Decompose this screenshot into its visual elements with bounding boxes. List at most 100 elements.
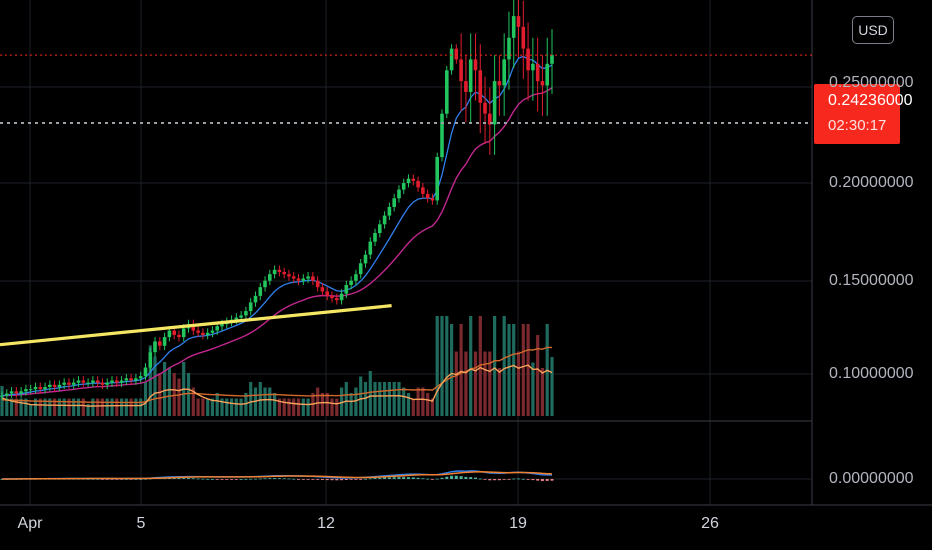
volume-bar bbox=[383, 382, 387, 416]
macd-histogram-bar bbox=[378, 477, 382, 479]
macd-histogram-bar bbox=[100, 479, 104, 480]
macd-histogram-bar bbox=[325, 479, 329, 481]
candle bbox=[239, 315, 243, 318]
macd-histogram-bar bbox=[478, 478, 482, 480]
volume-bar bbox=[478, 316, 482, 416]
candle bbox=[540, 81, 545, 86]
candle bbox=[531, 63, 535, 71]
macd-histogram-bar bbox=[445, 476, 449, 479]
candle bbox=[177, 334, 181, 338]
candle bbox=[28, 389, 33, 391]
volume-bar bbox=[440, 316, 444, 416]
volume-bar bbox=[143, 382, 148, 416]
candle bbox=[210, 330, 215, 333]
volume-bar bbox=[296, 398, 301, 416]
volume-bar bbox=[335, 398, 339, 416]
macd-histogram-bar bbox=[273, 478, 277, 479]
volume-bar bbox=[430, 398, 434, 416]
volume-bar bbox=[340, 387, 344, 416]
candle bbox=[335, 298, 339, 301]
macd-histogram-bar bbox=[210, 479, 214, 480]
volume-bar bbox=[249, 382, 253, 416]
volume-bar bbox=[14, 398, 18, 416]
volume-bar bbox=[397, 382, 401, 416]
macd-histogram-bar bbox=[531, 479, 535, 481]
candle bbox=[201, 332, 205, 335]
volume-bar bbox=[177, 378, 181, 416]
macd-histogram-bar bbox=[220, 479, 224, 480]
candle bbox=[373, 233, 377, 242]
candle bbox=[158, 341, 162, 346]
trendline bbox=[0, 304, 392, 347]
candle bbox=[181, 328, 186, 338]
macd-histogram-bar bbox=[225, 479, 229, 480]
macd-histogram-bar bbox=[120, 479, 124, 480]
macd-histogram-bar bbox=[483, 479, 487, 480]
candle bbox=[435, 157, 439, 201]
last-price-value: 0.24236000 bbox=[828, 92, 913, 109]
volume-bar bbox=[124, 398, 128, 416]
volume-bar bbox=[493, 316, 497, 416]
candle bbox=[392, 198, 396, 207]
candle bbox=[9, 391, 14, 394]
macd-histogram-bar bbox=[86, 478, 90, 480]
candle bbox=[38, 387, 43, 390]
volume-bar bbox=[158, 373, 162, 416]
candle bbox=[248, 302, 253, 312]
volume-ma-short bbox=[1, 364, 553, 407]
candle bbox=[129, 378, 133, 381]
macd-histogram-bar bbox=[411, 477, 415, 479]
macd-histogram-bar bbox=[96, 478, 100, 480]
volume-bar bbox=[263, 387, 267, 416]
candle bbox=[81, 380, 86, 383]
candle bbox=[502, 59, 506, 86]
volume-bar bbox=[234, 398, 238, 416]
candle bbox=[497, 81, 502, 86]
macd-histogram-bar bbox=[464, 476, 468, 479]
volume-bar bbox=[100, 398, 104, 416]
macd-histogram-bar bbox=[474, 477, 477, 479]
macd-histogram-bar bbox=[373, 478, 377, 479]
macd-histogram-bar bbox=[392, 477, 396, 479]
volume-bar bbox=[497, 368, 501, 416]
volume-bar bbox=[120, 398, 124, 416]
macd-histogram-bar bbox=[450, 475, 454, 479]
volume-bar bbox=[421, 387, 425, 416]
candle bbox=[33, 387, 38, 390]
volume-bar bbox=[5, 398, 9, 416]
candle bbox=[258, 287, 263, 296]
volume-bar bbox=[512, 324, 516, 416]
candle bbox=[191, 324, 196, 331]
volume-bar bbox=[277, 398, 281, 416]
macd-histogram-bar bbox=[454, 475, 458, 479]
volume-bar bbox=[225, 398, 229, 416]
volume-bar bbox=[220, 398, 224, 416]
macd-histogram-bar bbox=[268, 478, 272, 479]
volume-bar bbox=[0, 386, 4, 416]
candle bbox=[459, 59, 463, 82]
volume-bar bbox=[483, 351, 487, 416]
volume-bar bbox=[373, 382, 377, 416]
macd-histogram-bar bbox=[206, 478, 210, 480]
candle bbox=[368, 241, 373, 255]
candle bbox=[488, 113, 492, 125]
currency-button[interactable]: USD bbox=[852, 16, 894, 44]
candle bbox=[95, 380, 100, 383]
candle bbox=[468, 59, 473, 92]
volume-bar bbox=[368, 371, 372, 416]
volume-bar bbox=[76, 398, 81, 416]
macd-histogram-bar bbox=[330, 479, 334, 481]
candle bbox=[86, 382, 90, 384]
macd-histogram-bar bbox=[115, 479, 119, 480]
macd-histogram-bar bbox=[493, 479, 497, 481]
candle bbox=[62, 382, 66, 385]
candle bbox=[153, 341, 157, 353]
volume-bar bbox=[325, 393, 329, 416]
volume-bar bbox=[454, 351, 458, 416]
macd-histogram-bar bbox=[129, 479, 133, 480]
candle bbox=[244, 311, 248, 316]
macd-histogram-bar bbox=[550, 479, 554, 481]
volume-bar bbox=[38, 398, 42, 416]
volume-bar bbox=[91, 398, 95, 416]
